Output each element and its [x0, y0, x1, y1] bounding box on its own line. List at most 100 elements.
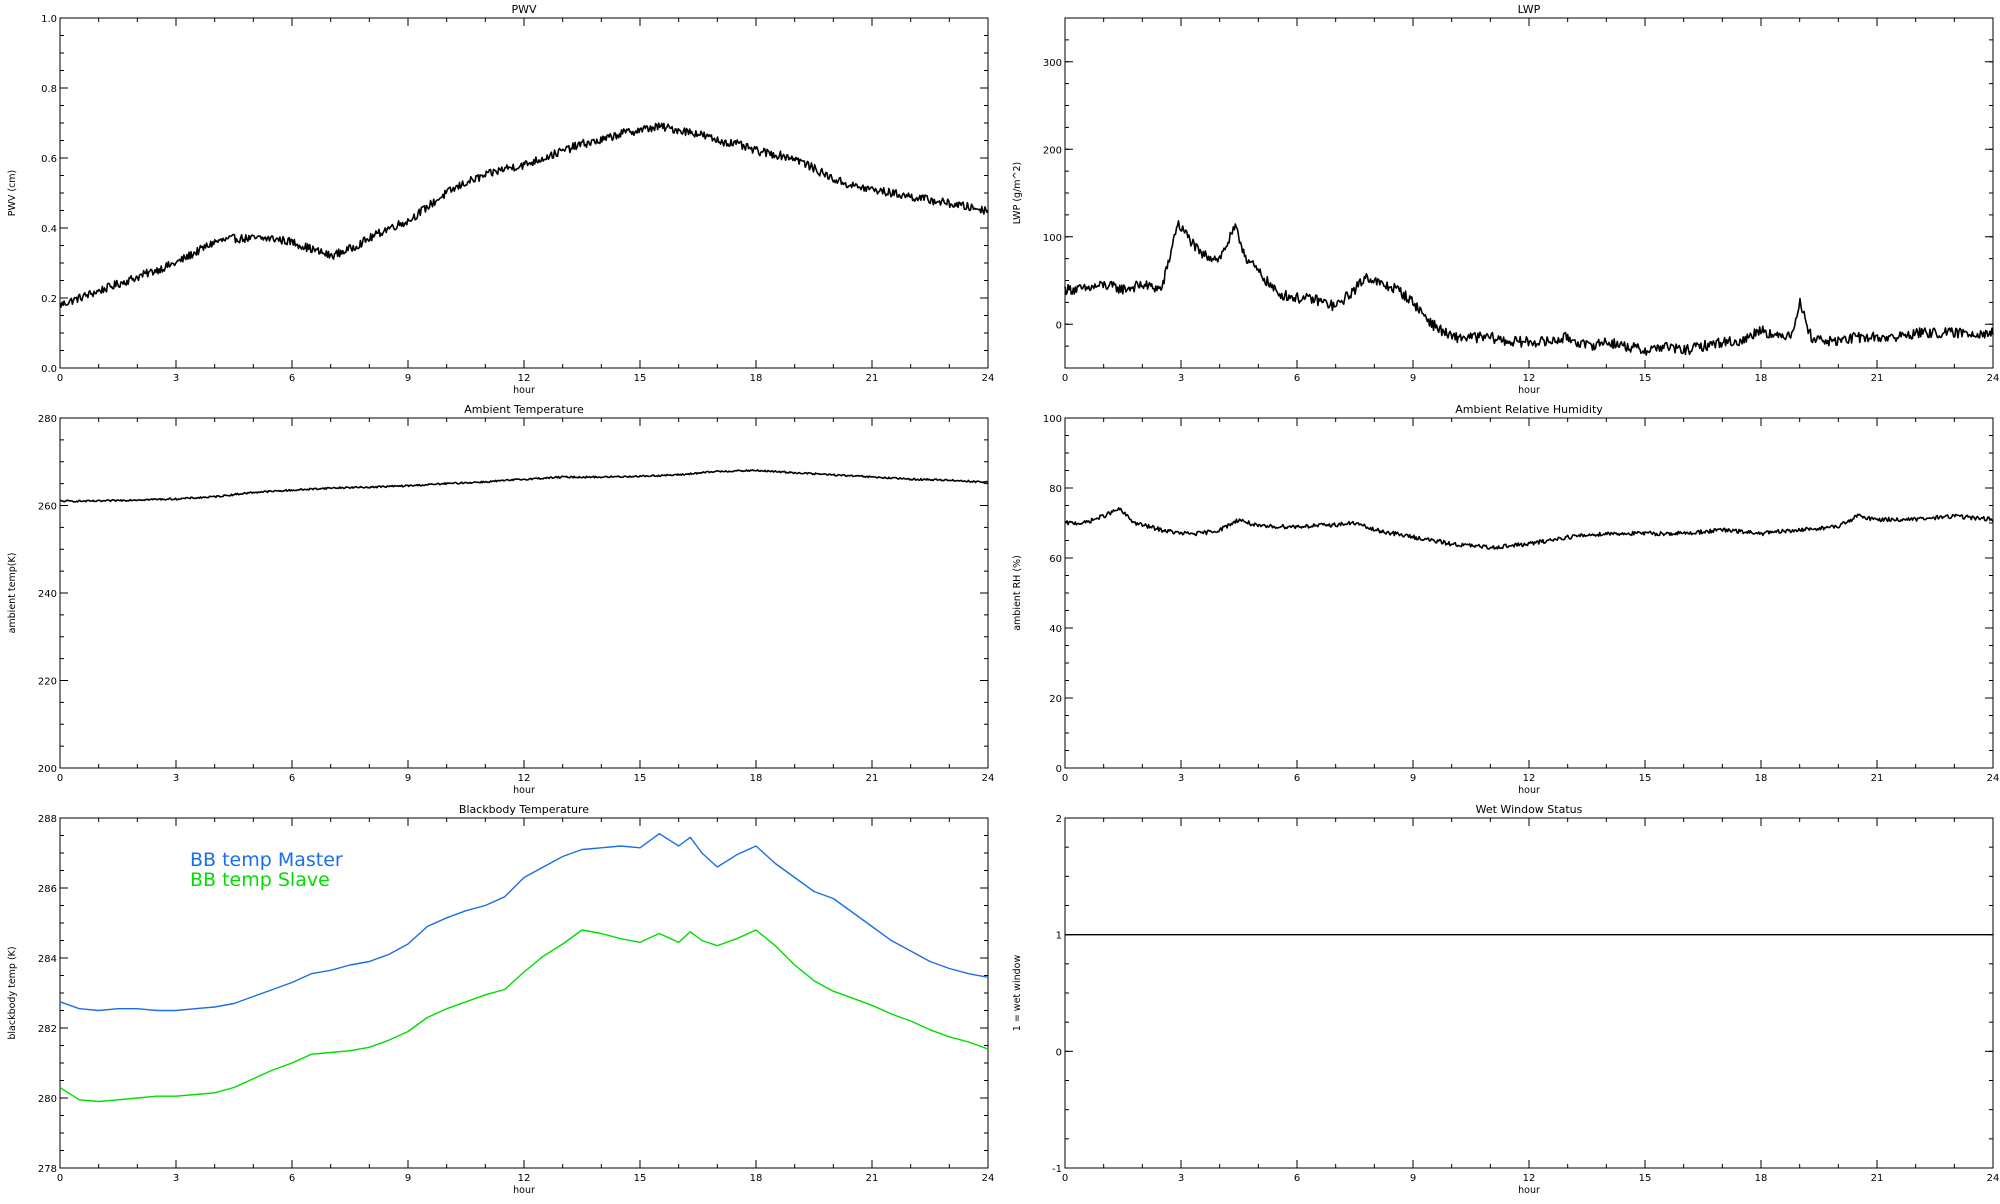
x-tick-label: 15 [634, 773, 647, 784]
x-tick-label: 0 [1062, 773, 1068, 784]
y-tick-label: 100 [1043, 414, 1062, 425]
y-tick-label: 80 [1049, 484, 1062, 495]
wet-window-ylabel: 1 = wet window [1012, 955, 1023, 1032]
legend-bb-slave: BB temp Slave [190, 869, 330, 891]
y-tick-label: 200 [1043, 145, 1062, 156]
wet-window-panel: Wet Window Status hour 1 = wet window 0 3… [1012, 803, 1999, 1196]
ambient-rh-title: Ambient Relative Humidity [1455, 403, 1603, 416]
x-tick-label: 9 [405, 1173, 411, 1184]
x-tick-label: 12 [518, 373, 531, 384]
y-tick-label: -1 [1052, 1164, 1062, 1175]
wet-window-title: Wet Window Status [1476, 803, 1583, 816]
y-tick-label: 200 [38, 764, 57, 775]
y-tick-label: 0 [1056, 764, 1062, 775]
x-tick-label: 15 [1639, 373, 1652, 384]
x-tick-label: 3 [173, 373, 179, 384]
y-tick-label: 300 [1043, 58, 1062, 69]
x-tick-label: 24 [982, 1173, 995, 1184]
y-tick-label: 0.8 [41, 84, 57, 95]
y-tick-label: 0.4 [41, 224, 57, 235]
x-tick-label: 18 [1755, 373, 1768, 384]
ambient-temp-xlabel: hour [513, 785, 535, 796]
x-tick-label: 21 [866, 773, 879, 784]
pwv-panel: PWV hour PWV (cm) 0 3 6 9 12 15 18 21 24 0.0 0.2 0.… [7, 3, 994, 396]
plot-frame [1064, 17, 1994, 369]
x-tick-label: 9 [405, 373, 411, 384]
y-tick-label: 286 [38, 884, 57, 895]
y-tick-label: 282 [38, 1024, 57, 1035]
temp-series-line [60, 468, 989, 503]
x-tick-label: 6 [1294, 373, 1300, 384]
x-tick-label: 3 [1178, 773, 1184, 784]
ambient-temp-ylabel: ambient temp(K) [7, 553, 18, 634]
plot-frame [59, 417, 989, 769]
x-tick-label: 0 [57, 773, 63, 784]
y-tick-label: 288 [38, 814, 57, 825]
y-tick-label: 60 [1049, 554, 1062, 565]
x-tick-label: 12 [1523, 373, 1536, 384]
x-tick-label: 24 [1987, 1173, 2000, 1184]
blackbody-temp-ylabel: blackbody temp (K) [7, 946, 18, 1039]
x-tick-label: 3 [1178, 1173, 1184, 1184]
x-tick-label: 6 [289, 1173, 295, 1184]
x-tick-label: 15 [1639, 773, 1652, 784]
x-tick-label: 0 [57, 373, 63, 384]
x-tick-label: 15 [634, 373, 647, 384]
plot-frame [59, 17, 989, 369]
y-tick-label: 100 [1043, 233, 1062, 244]
lwp-panel: LWP hour LWP (g/m^2) 0 3 6 9 12 15 18 21 24 0 100 2… [1012, 3, 1999, 396]
ambient-temp-title: Ambient Temperature [464, 403, 584, 416]
x-tick-label: 21 [1871, 373, 1884, 384]
x-tick-label: 12 [1523, 1173, 1536, 1184]
x-tick-label: 12 [518, 773, 531, 784]
lwp-xlabel: hour [1518, 385, 1540, 396]
pwv-ylabel: PWV (cm) [7, 170, 18, 217]
x-tick-label: 6 [289, 773, 295, 784]
x-tick-label: 3 [173, 773, 179, 784]
rh-series-line [1064, 507, 1994, 550]
x-tick-label: 18 [750, 373, 763, 384]
x-tick-label: 21 [866, 373, 879, 384]
x-tick-label: 12 [518, 1173, 531, 1184]
x-tick-label: 15 [634, 1173, 647, 1184]
x-tick-label: 9 [1410, 773, 1416, 784]
x-tick-label: 6 [1294, 1173, 1300, 1184]
ambient-rh-panel: Ambient Relative Humidity hour ambient R… [1012, 403, 1999, 796]
bb-temp-slave-series-line [59, 929, 989, 1103]
bb-temp-master-series-line [59, 833, 989, 1012]
plot-frame [1064, 417, 1994, 769]
blackbody-temp-xlabel: hour [513, 1185, 535, 1196]
blackbody-temp-panel: Blackbody Temperature hour blackbody tem… [7, 803, 994, 1196]
ambient-rh-ylabel: ambient RH (%) [1012, 555, 1023, 631]
x-tick-label: 3 [1178, 373, 1184, 384]
y-tick-label: 240 [38, 589, 57, 600]
y-tick-label: 0 [1056, 320, 1062, 331]
y-tick-label: 284 [38, 954, 57, 965]
pwv-title: PWV [511, 3, 537, 16]
lwp-ylabel: LWP (g/m^2) [1012, 162, 1023, 224]
y-tick-label: 1.0 [41, 14, 57, 25]
x-tick-label: 3 [173, 1173, 179, 1184]
ambient-rh-xlabel: hour [1518, 785, 1540, 796]
y-tick-label: 0.0 [41, 364, 57, 375]
ambient-temp-panel: Ambient Temperature hour ambient temp(K)… [7, 403, 994, 796]
pwv-xlabel: hour [513, 385, 535, 396]
legend-bb-master: BB temp Master [190, 849, 343, 871]
y-tick-label: 20 [1049, 694, 1062, 705]
x-tick-label: 24 [982, 373, 995, 384]
x-tick-label: 21 [1871, 1173, 1884, 1184]
x-tick-label: 0 [1062, 1173, 1068, 1184]
x-tick-label: 9 [405, 773, 411, 784]
x-tick-label: 6 [1294, 773, 1300, 784]
y-tick-label: 280 [38, 414, 57, 425]
x-tick-label: 21 [1871, 773, 1884, 784]
y-tick-label: 220 [38, 677, 57, 688]
pwv-series-line [59, 122, 989, 308]
y-tick-label: 0.2 [41, 294, 57, 305]
y-tick-label: 2 [1056, 814, 1062, 825]
y-tick-label: 280 [38, 1094, 57, 1105]
x-tick-label: 21 [866, 1173, 879, 1184]
x-tick-label: 6 [289, 373, 295, 384]
